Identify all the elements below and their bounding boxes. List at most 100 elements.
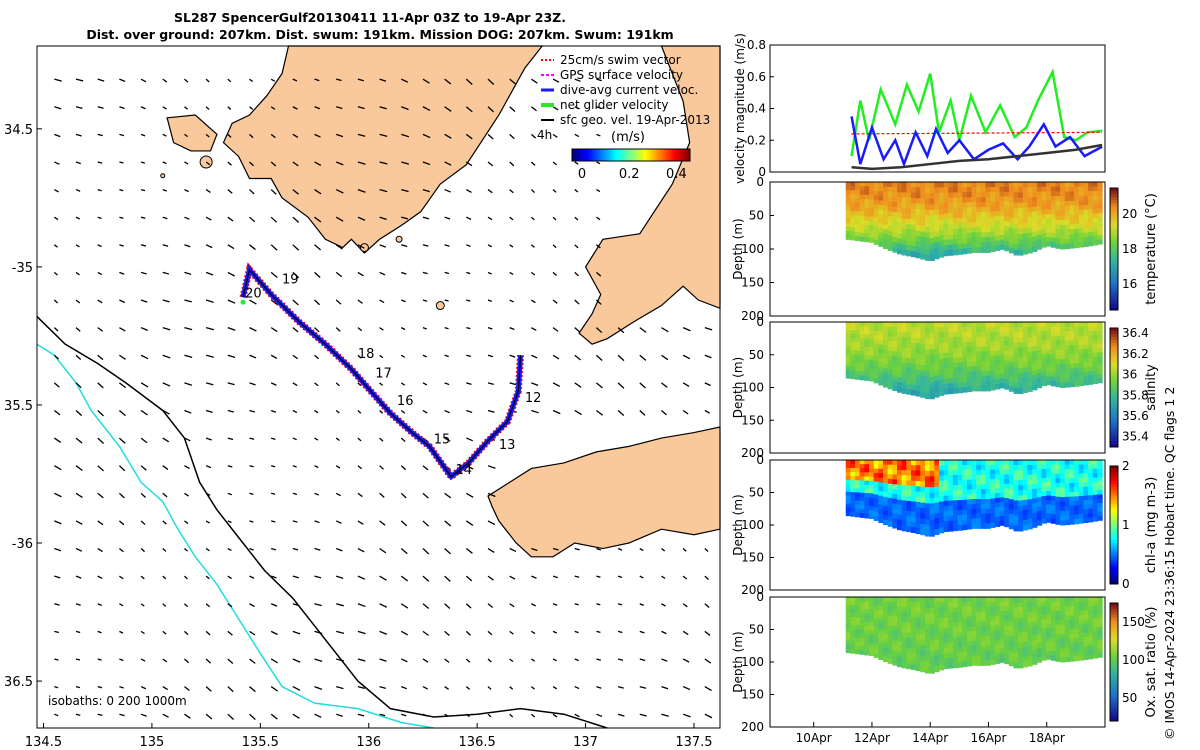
temperature-cell [883,191,889,197]
oxygen-cell [990,625,996,632]
map-colorbar-cell [672,149,675,161]
chlorophyll-colorbar-cell [1110,560,1118,564]
temperature-cell [1036,215,1043,221]
salinity-cell [999,322,1005,328]
oxygen-cell [915,612,921,619]
salinity-cell [985,331,991,338]
temperature-cell [873,230,879,236]
temperature-cell [924,243,931,250]
oxygen-cell [1036,643,1043,649]
salinity-cell [1041,376,1047,382]
current-vector [379,299,385,304]
temperature-cell [897,217,903,224]
current-vector [162,271,170,275]
temperature-cell [934,209,940,216]
current-vector [184,244,191,248]
oxygen-cell [1032,635,1038,641]
chlorophyll-cell [985,474,991,481]
oxygen-cell [1022,611,1029,618]
salinity-cell [990,341,996,347]
temperature-cell [1074,182,1080,188]
oxygen-cell [994,653,1001,660]
temperature-cell [1027,197,1033,203]
oxygen-cell [1060,652,1066,658]
current-vector [162,354,171,359]
salinity-cell [1022,347,1029,353]
map-colorbar-cell [680,149,683,161]
oxygen-cell [971,655,977,661]
oxygen-cell [1018,637,1024,644]
oxygen-cell [892,597,898,603]
current-vector [595,382,603,389]
current-vector [54,630,60,634]
oxygen-cell [1088,627,1094,633]
chlorophyll-cell [952,520,959,527]
oxygen-cell [962,597,968,603]
oxygen-cell [943,617,949,624]
oxygen-cell [1060,634,1066,640]
current-vector [97,658,102,661]
current-vector [487,603,494,608]
temperature-cell [1032,211,1038,218]
current-vector [596,658,601,661]
temperature-cell [1004,245,1010,252]
salinity-cell [887,341,893,347]
oxygen-cell [1041,637,1047,643]
temperature-cell [1004,240,1010,247]
current-vector [682,685,691,691]
oxygen-cell [1060,597,1066,603]
oxygen-cell [1050,651,1057,657]
temperature-cell [883,243,889,250]
chlorophyll-cell [1074,505,1080,511]
salinity-cell [1041,344,1047,350]
oxygen-cell [943,597,949,603]
chlorophyll-cell [1036,515,1043,522]
oxygen-cell [1013,632,1019,639]
chlorophyll-cell [1022,479,1029,486]
island-3 [435,301,445,311]
salinity-cell [976,331,982,338]
temperature-cell [1013,182,1019,188]
chlorophyll-cell [1018,485,1024,491]
temperature-cell [1046,218,1052,224]
temperature-cell [855,211,861,216]
temperature-colorbar-cell [1110,252,1118,256]
chlorophyll-cell [1022,469,1029,476]
chlorophyll-cell [966,479,973,486]
temperature-cell [962,182,968,188]
oxygen-cell [990,659,996,665]
current-vector [401,713,407,717]
oxygen-cell [1008,611,1015,618]
salinity-cell [1036,364,1043,370]
salinity-cell [1046,326,1052,332]
oxygen-cell [883,629,889,635]
temperature-cell [976,182,982,188]
map-colorbar-cell [682,149,685,161]
chlorophyll-cell [901,515,907,522]
salinity-cell [948,337,954,344]
chlorophyll-cell [1083,517,1089,523]
salinity-cell [948,347,954,354]
oxygen-cell [1046,623,1052,629]
temperature-cell [1060,210,1066,217]
salinity-cell [897,342,903,348]
current-vector [379,547,387,554]
salinity-cell [985,380,991,387]
chlorophyll-cell [957,475,963,481]
salinity-cell [1022,372,1029,378]
temperature-cell [892,197,898,203]
chlorophyll-cell [966,464,973,471]
salinity-cell [1018,362,1024,369]
salinity-cell [906,352,912,359]
salinity-cell [897,367,903,373]
temperature-cell [971,192,977,198]
current-vector [509,603,515,608]
current-vector [661,409,667,416]
salinity-cell [1004,345,1010,352]
temperature-cell [929,243,935,250]
salinity-cell [873,361,879,367]
map-x-tick-label: 134.5 [25,735,62,750]
temperature-cell [929,193,935,200]
salinity-cell [901,347,907,354]
current-vector [639,685,647,689]
